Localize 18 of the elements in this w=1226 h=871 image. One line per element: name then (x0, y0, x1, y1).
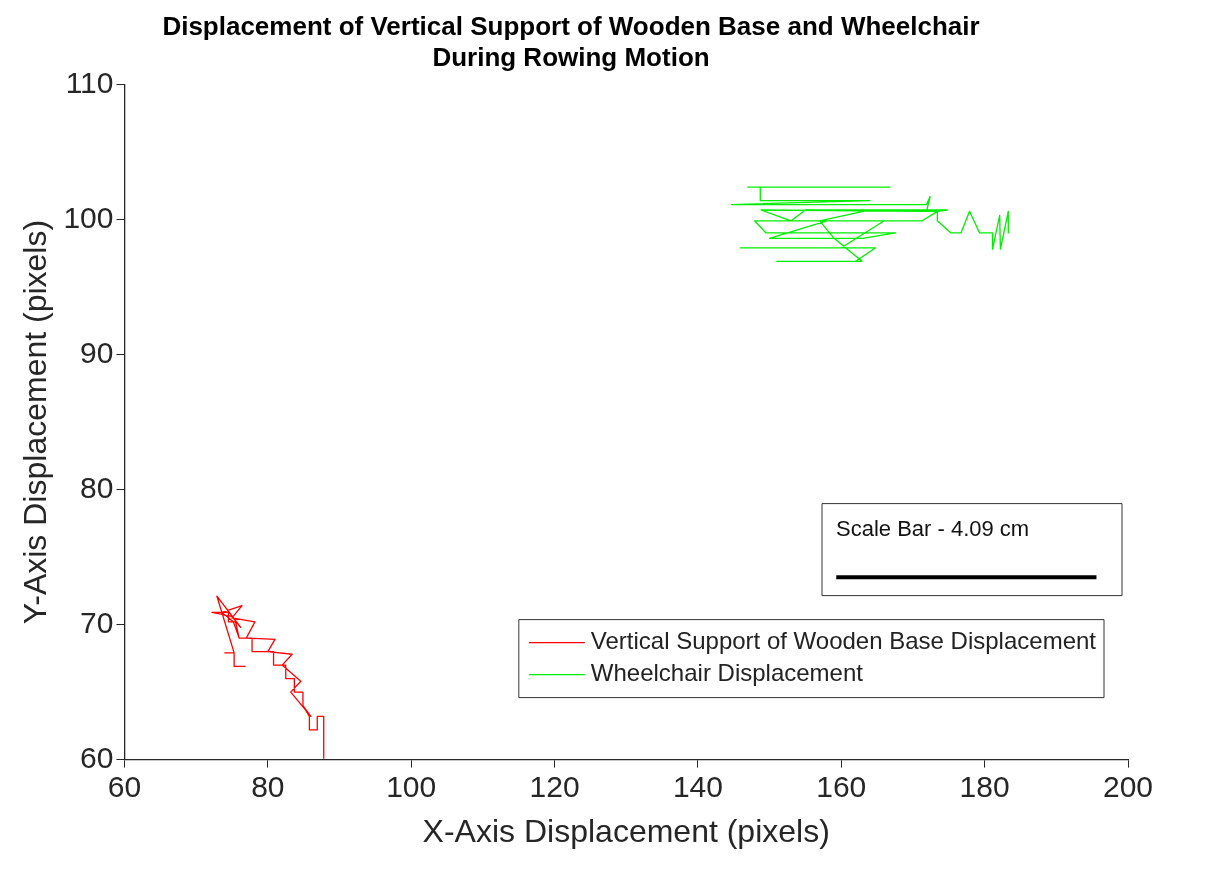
y-tick-label: 90 (80, 335, 114, 369)
y-tick-label: 70 (80, 605, 114, 639)
x-tick-label: 200 (1102, 769, 1154, 803)
x-tick-label: 180 (959, 769, 1010, 803)
y-axis-title: Y-Axis Displacement (pixels) (17, 219, 54, 625)
x-tick-label: 80 (251, 769, 285, 803)
x-tick-label: 160 (816, 769, 867, 803)
x-axis-title: X-Axis Displacement (pixels) (422, 812, 830, 849)
y-tick-label: 80 (80, 470, 114, 504)
legend-label: Wheelchair Displacement (590, 659, 864, 687)
y-tick-label: 100 (63, 200, 114, 234)
legend-label: Vertical Support of Wooden Base Displacement (590, 627, 1097, 655)
x-tick-label: 140 (672, 769, 723, 803)
x-tick-label: 100 (386, 769, 437, 803)
annotation: Scale Bar - 4.09 cm (836, 515, 1030, 541)
chart-title: Displacement of Vertical Support of Wooden Base and Wheelchair During Rowing Motion (162, 10, 980, 72)
x-tick-label: 120 (529, 769, 580, 803)
y-tick-label: 110 (65, 65, 114, 99)
